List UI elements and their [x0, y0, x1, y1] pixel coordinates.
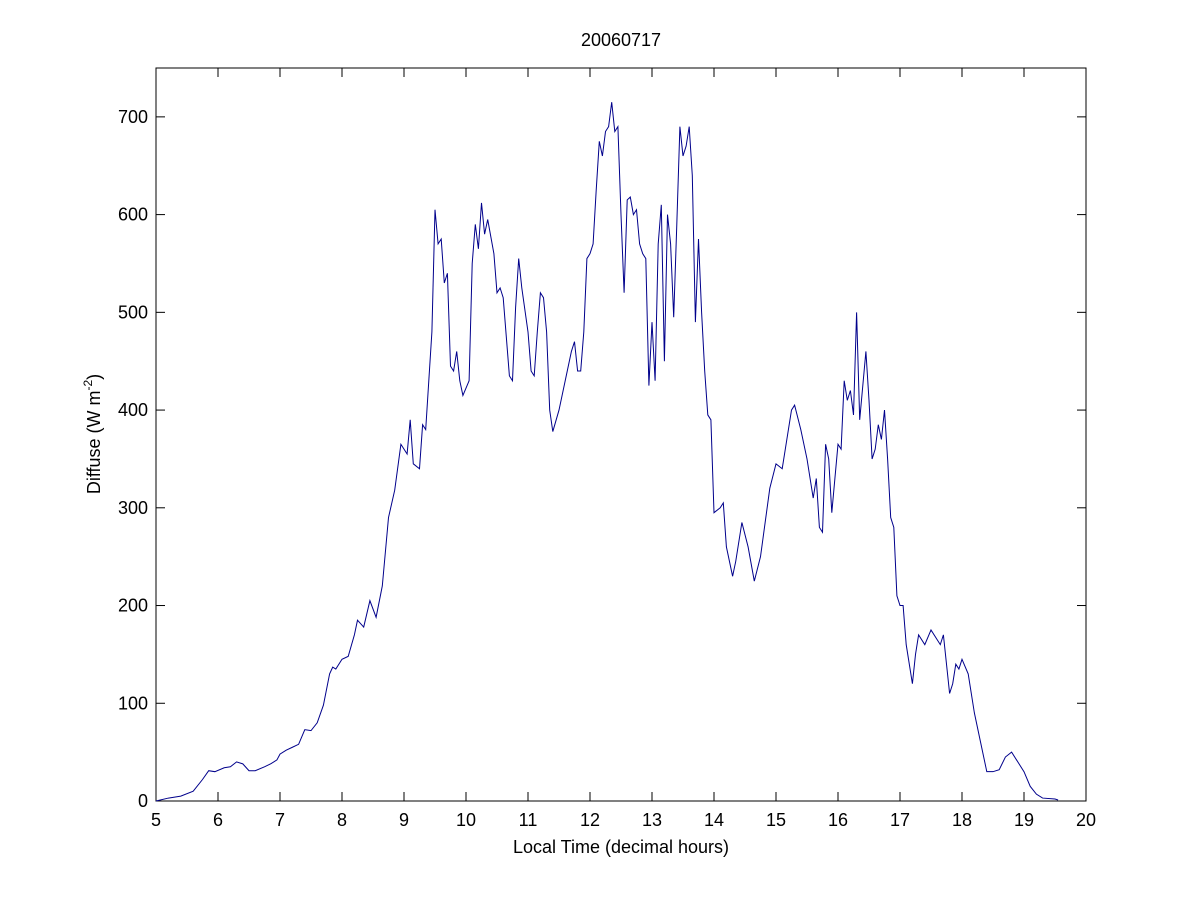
x-tick-label: 8 — [337, 810, 347, 830]
x-axis-label: Local Time (decimal hours) — [513, 837, 729, 857]
y-axis-label: Diffuse (W m-2) — [81, 374, 104, 494]
x-tick-label: 15 — [766, 810, 786, 830]
x-tick-label: 5 — [151, 810, 161, 830]
y-axis-label-main: Diffuse (W m — [84, 390, 104, 494]
x-tick-label: 18 — [952, 810, 972, 830]
x-tick-label: 13 — [642, 810, 662, 830]
y-tick-label: 0 — [138, 791, 148, 811]
x-tick-label: 7 — [275, 810, 285, 830]
y-tick-label: 600 — [118, 205, 148, 225]
x-tick-label: 14 — [704, 810, 724, 830]
y-tick-label: 500 — [118, 302, 148, 322]
y-tick-label: 700 — [118, 107, 148, 127]
x-tick-label: 10 — [456, 810, 476, 830]
data-line — [155, 102, 1059, 802]
y-tick-label: 400 — [118, 400, 148, 420]
y-tick-label: 200 — [118, 596, 148, 616]
x-tick-label: 9 — [399, 810, 409, 830]
chart-title: 20060717 — [581, 30, 661, 50]
y-tick-label: 100 — [118, 693, 148, 713]
x-tick-label: 6 — [213, 810, 223, 830]
x-tick-label: 17 — [890, 810, 910, 830]
plot-frame — [155, 67, 1087, 802]
y-axis-label-superscript: -2 — [81, 379, 95, 390]
x-tick-label: 19 — [1014, 810, 1034, 830]
x-tick-label: 11 — [519, 810, 538, 830]
x-tick-label: 12 — [580, 810, 600, 830]
y-tick-label: 300 — [118, 498, 148, 518]
x-tick-label: 20 — [1076, 810, 1096, 830]
x-tick-label: 16 — [828, 810, 848, 830]
y-axis-label-suffix: ) — [84, 374, 104, 380]
